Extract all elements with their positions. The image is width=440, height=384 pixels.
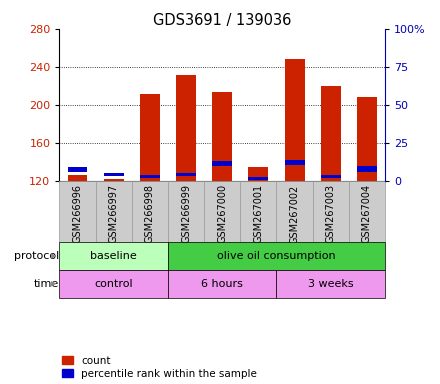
Text: olive oil consumption: olive oil consumption (217, 251, 336, 261)
Bar (204, 181, 240, 242)
Bar (140, 94, 160, 181)
Bar (321, 86, 341, 181)
Bar (68, 175, 88, 181)
Text: GSM267000: GSM267000 (217, 184, 227, 243)
Text: time: time (34, 279, 59, 289)
Bar (357, 166, 377, 172)
Text: GSM267001: GSM267001 (253, 184, 264, 243)
Text: GSM267004: GSM267004 (362, 184, 372, 243)
Title: GDS3691 / 139036: GDS3691 / 139036 (153, 13, 291, 28)
Text: GSM266997: GSM266997 (109, 184, 119, 243)
Text: GSM266999: GSM266999 (181, 184, 191, 243)
Bar (59, 270, 168, 298)
Bar (59, 181, 95, 242)
Text: GSM267003: GSM267003 (326, 184, 336, 243)
Text: GSM267002: GSM267002 (290, 184, 300, 243)
Legend: count, percentile rank within the sample: count, percentile rank within the sample (62, 356, 257, 379)
Text: GSM266996: GSM266996 (73, 184, 82, 243)
Bar (276, 270, 385, 298)
Text: control: control (94, 279, 133, 289)
Bar (249, 167, 268, 181)
Bar (168, 270, 276, 298)
Bar (176, 173, 196, 177)
Bar (95, 181, 132, 242)
Bar (285, 59, 304, 181)
Bar (349, 181, 385, 242)
Bar (68, 167, 88, 172)
Bar (140, 175, 160, 178)
Bar (285, 160, 304, 165)
Bar (321, 175, 341, 178)
Bar (168, 181, 204, 242)
Bar (104, 179, 124, 181)
Bar (240, 181, 276, 242)
Bar (212, 161, 232, 166)
Bar (104, 173, 124, 177)
Bar (132, 181, 168, 242)
Bar (276, 181, 313, 242)
Text: baseline: baseline (90, 251, 137, 261)
Text: 6 hours: 6 hours (201, 279, 243, 289)
Bar (176, 74, 196, 181)
Bar (212, 92, 232, 181)
Bar (249, 177, 268, 180)
Text: protocol: protocol (14, 251, 59, 261)
Bar (59, 242, 168, 270)
Bar (313, 181, 349, 242)
Text: GSM266998: GSM266998 (145, 184, 155, 243)
Bar (168, 242, 385, 270)
Bar (357, 98, 377, 181)
Text: 3 weeks: 3 weeks (308, 279, 354, 289)
